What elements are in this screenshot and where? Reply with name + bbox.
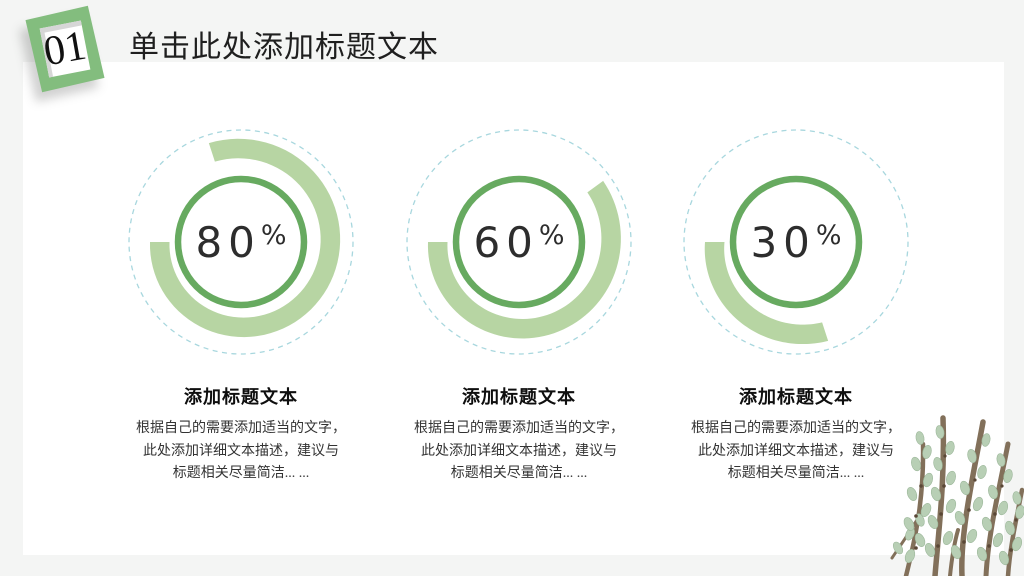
progress-ring-svg-2 bbox=[406, 129, 632, 355]
item-body-line: 根据自己的需要添加适当的文字， bbox=[691, 421, 901, 436]
item-body-line: 根据自己的需要添加适当的文字， bbox=[136, 421, 346, 436]
percent-sign: % bbox=[260, 219, 287, 251]
percent-value: 80 bbox=[195, 217, 261, 267]
percent-label: 30% bbox=[681, 127, 911, 357]
percent-value: 30 bbox=[750, 217, 816, 267]
percent-label: 80% bbox=[126, 127, 356, 357]
percent-value: 60 bbox=[473, 217, 539, 267]
item-body-line: 根据自己的需要添加适当的文字， bbox=[414, 421, 624, 436]
item-body: 根据自己的需要添加适当的文字， 此处添加详细文本描述，建议与 标题相关尽量简洁.… bbox=[369, 418, 669, 486]
stat-item-3: 30% 添加标题文本 根据自己的需要添加适当的文字， 此处添加详细文本描述，建议… bbox=[646, 127, 946, 486]
willow-bud-caps bbox=[914, 454, 1018, 552]
section-number-frame: 01 bbox=[39, 20, 91, 78]
dashed-circle bbox=[128, 129, 354, 355]
dashed-circle bbox=[683, 129, 909, 355]
item-body: 根据自己的需要添加适当的文字， 此处添加详细文本描述，建议与 标题相关尽量简洁.… bbox=[646, 418, 946, 486]
dashed-circle bbox=[406, 129, 632, 355]
item-body-line: 标题相关尽量简洁... ... bbox=[727, 466, 865, 481]
percent-label: 60% bbox=[404, 127, 634, 357]
stat-item-1: 80% 添加标题文本 根据自己的需要添加适当的文字， 此处添加详细文本描述，建议… bbox=[91, 127, 391, 486]
progress-ring-svg-1 bbox=[128, 129, 354, 355]
inner-ring bbox=[729, 175, 863, 309]
willow-buds bbox=[892, 425, 1024, 566]
item-body: 根据自己的需要添加适当的文字， 此处添加详细文本描述，建议与 标题相关尽量简洁.… bbox=[91, 418, 391, 486]
percent-sign: % bbox=[538, 219, 565, 251]
progress-ring-3: 30% bbox=[681, 127, 911, 357]
section-number: 01 bbox=[40, 22, 90, 76]
item-body-line: 此处添加详细文本描述，建议与 bbox=[143, 443, 339, 459]
slide-title: 单击此处添加标题文本 bbox=[129, 31, 439, 64]
item-body-line: 标题相关尽量简洁... ... bbox=[172, 466, 310, 481]
item-body-line: 此处添加详细文本描述，建议与 bbox=[421, 443, 617, 459]
stat-item-2: 60% 添加标题文本 根据自己的需要添加适当的文字， 此处添加详细文本描述，建议… bbox=[369, 127, 669, 486]
item-body-line: 标题相关尽量简洁... ... bbox=[450, 466, 588, 481]
percent-sign: % bbox=[815, 219, 842, 251]
willow-branches-decoration bbox=[890, 415, 1024, 576]
progress-arc bbox=[704, 242, 829, 345]
item-title: 添加标题文本 bbox=[184, 387, 298, 407]
inner-ring bbox=[174, 175, 308, 309]
progress-arc bbox=[427, 180, 621, 339]
item-title: 添加标题文本 bbox=[462, 387, 576, 407]
progress-ring-2: 60% bbox=[404, 127, 634, 357]
progress-ring-1: 80% bbox=[126, 127, 356, 357]
inner-ring bbox=[452, 175, 586, 309]
item-body-line: 此处添加详细文本描述，建议与 bbox=[698, 443, 894, 459]
item-title: 添加标题文本 bbox=[739, 387, 853, 407]
progress-ring-svg-3 bbox=[683, 129, 909, 355]
